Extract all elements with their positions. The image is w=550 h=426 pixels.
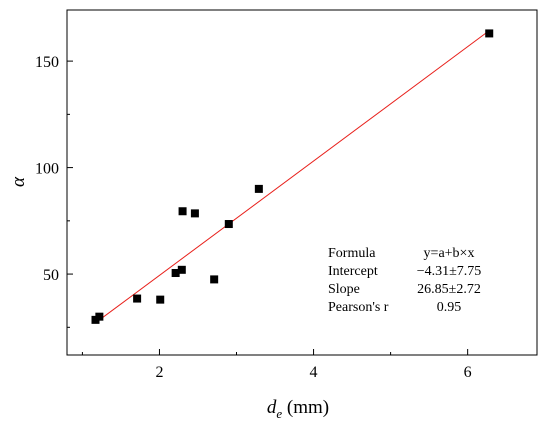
x-tick-label: 4: [310, 364, 318, 381]
data-point: [133, 294, 142, 303]
stats-label-pearson: Pearson's r: [328, 300, 389, 315]
y-tick-label: 100: [35, 161, 59, 178]
y-tick-label: 50: [43, 267, 59, 284]
data-point: [254, 184, 263, 193]
data-point: [178, 207, 187, 216]
y-axis-ticks: 50 100 150: [35, 54, 73, 328]
x-axis-ticks: 2 4 6: [81, 349, 472, 381]
stats-value-slope: 26.85±2.72: [417, 282, 481, 297]
fit-line: [95, 30, 490, 324]
data-point: [171, 269, 180, 278]
data-point: [210, 275, 219, 284]
stats-label-intercept: Intercept: [328, 264, 378, 279]
stats-label-slope: Slope: [328, 282, 360, 297]
stats-table: Formula y=a+b×x Intercept −4.31±7.75 Slo…: [328, 246, 481, 315]
y-axis-label: α: [8, 176, 29, 187]
plot-frame: [66, 9, 538, 356]
x-axis-label: de (mm): [267, 397, 329, 421]
data-point: [224, 220, 233, 229]
stats-value-pearson: 0.95: [437, 300, 462, 315]
data-point: [95, 312, 104, 321]
x-tick-label: 2: [155, 364, 163, 381]
stats-value-intercept: −4.31±7.75: [417, 264, 482, 279]
x-tick-label: 6: [464, 364, 472, 381]
stats-value-formula: y=a+b×x: [424, 246, 475, 261]
stats-label-formula: Formula: [328, 246, 376, 261]
data-point: [177, 265, 186, 274]
data-point: [485, 29, 494, 38]
data-point: [190, 209, 199, 218]
data-point: [156, 295, 165, 304]
data-points: [91, 29, 494, 324]
y-tick-label: 150: [35, 54, 59, 71]
